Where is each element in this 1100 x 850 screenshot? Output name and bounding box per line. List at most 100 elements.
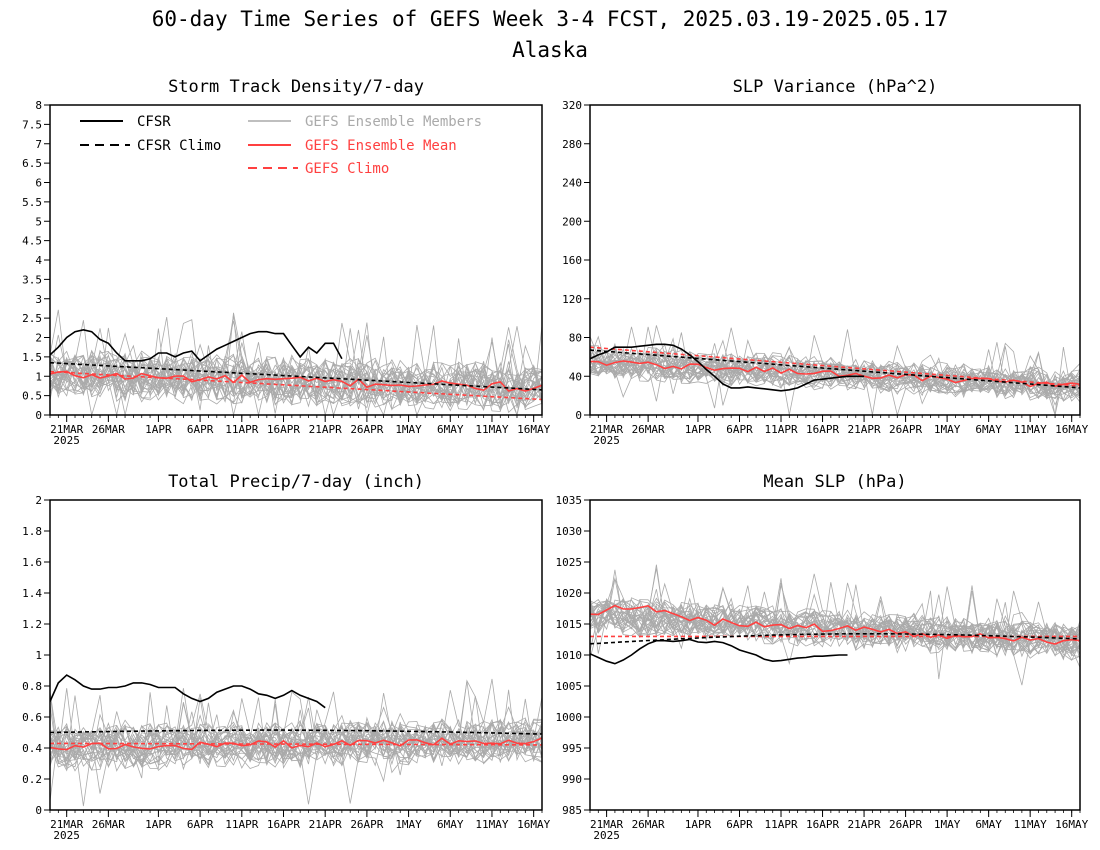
y-tick-label: 0.8 bbox=[22, 680, 42, 693]
figure-subtitle: Alaska bbox=[512, 38, 588, 62]
y-tick-label: 40 bbox=[569, 370, 582, 383]
y-tick-label: 160 bbox=[562, 254, 582, 267]
x-tick-label: 6APR bbox=[726, 423, 753, 436]
x-tick-label: 11MAY bbox=[475, 818, 508, 831]
y-tick-label: 1020 bbox=[556, 587, 583, 600]
plot-area bbox=[50, 674, 542, 807]
x-tick-label: 16MAY bbox=[1055, 423, 1088, 436]
ensemble-member-line bbox=[50, 680, 542, 761]
ensemble-member-line bbox=[50, 714, 542, 771]
ensemble-member-line bbox=[50, 331, 542, 405]
y-tick-label: 4.5 bbox=[22, 235, 42, 248]
y-tick-label: 2 bbox=[35, 332, 42, 345]
x-tick-label: 11APR bbox=[225, 423, 258, 436]
plot-area bbox=[590, 564, 1080, 686]
x-tick-label: 21APR bbox=[309, 818, 342, 831]
y-tick-label: 0.6 bbox=[22, 711, 42, 724]
panel-total-precip: Total Precip/7-day (inch)00.20.40.60.811… bbox=[22, 472, 550, 842]
y-tick-label: 4 bbox=[35, 254, 42, 267]
ensemble-member-line bbox=[50, 699, 542, 770]
x-tick-label: 26MAR bbox=[632, 818, 665, 831]
y-tick-label: 1025 bbox=[556, 556, 583, 569]
y-tick-label: 3.5 bbox=[22, 273, 42, 286]
gefs-climo-line bbox=[590, 346, 1080, 387]
ensemble-member-line bbox=[50, 345, 542, 411]
x-tick-label: 16APR bbox=[267, 423, 300, 436]
y-tick-label: 1005 bbox=[556, 680, 583, 693]
x-tick-label: 1MAY bbox=[934, 818, 961, 831]
x-year-label: 2025 bbox=[593, 829, 620, 842]
x-tick-label: 26MAR bbox=[92, 423, 125, 436]
x-tick-label: 11MAY bbox=[1014, 423, 1047, 436]
x-tick-label: 26APR bbox=[350, 423, 383, 436]
x-tick-label: 11MAY bbox=[1014, 818, 1047, 831]
panel-title: Mean SLP (hPa) bbox=[763, 472, 906, 492]
x-tick-label: 26MAR bbox=[632, 423, 665, 436]
ensemble-member-line bbox=[50, 693, 542, 794]
x-tick-label: 1MAY bbox=[395, 423, 422, 436]
ensemble-member-line bbox=[590, 346, 1080, 402]
ensemble-member-line bbox=[50, 344, 542, 403]
legend-gefs-climo-label: GEFS Climo bbox=[305, 161, 389, 177]
y-tick-label: 2 bbox=[35, 494, 42, 507]
y-tick-label: 0 bbox=[35, 409, 42, 422]
panel-title: SLP Variance (hPa^2) bbox=[733, 77, 938, 97]
ensemble-member-line bbox=[50, 688, 542, 758]
x-tick-label: 21MAR bbox=[590, 423, 623, 436]
x-tick-label: 16MAY bbox=[1055, 818, 1088, 831]
y-tick-label: 5.5 bbox=[22, 196, 42, 209]
y-tick-label: 1.8 bbox=[22, 525, 42, 538]
legend-cfsr-climo-label: CFSR Climo bbox=[137, 138, 221, 154]
y-tick-label: 2.5 bbox=[22, 312, 42, 325]
x-tick-label: 21MAR bbox=[50, 818, 83, 831]
y-tick-label: 1 bbox=[35, 649, 42, 662]
y-tick-label: 1.6 bbox=[22, 556, 42, 569]
x-tick-label: 26APR bbox=[350, 818, 383, 831]
ensemble-member-line bbox=[50, 705, 542, 802]
figure-title: 60-day Time Series of GEFS Week 3-4 FCST… bbox=[152, 7, 949, 31]
y-tick-label: 6 bbox=[35, 177, 42, 190]
x-tick-label: 1APR bbox=[685, 818, 712, 831]
panel-slp-variance: SLP Variance (hPa^2) 0 40 80 120 160 200 240 280… bbox=[562, 77, 1088, 447]
x-tick-label: 16APR bbox=[806, 818, 839, 831]
x-year-label: 2025 bbox=[53, 434, 80, 447]
ensemble-member-line bbox=[50, 327, 542, 415]
y-tick-label: 995 bbox=[562, 742, 582, 755]
ensemble-member-line bbox=[590, 342, 1080, 403]
x-tick-label: 16APR bbox=[267, 818, 300, 831]
x-tick-label: 11APR bbox=[764, 423, 797, 436]
x-tick-label: 6APR bbox=[187, 423, 214, 436]
cfsr-line bbox=[590, 343, 865, 392]
x-tick-label: 21APR bbox=[848, 818, 881, 831]
legend-members-label: GEFS Ensemble Members bbox=[305, 114, 482, 130]
cfsr-climo-line bbox=[590, 349, 1080, 389]
y-tick-label: 7 bbox=[35, 138, 42, 151]
panel-mean-slp: Mean SLP (hPa) 985 990 995 1000 1005 1010 1015 1… bbox=[556, 472, 1089, 842]
x-tick-label: 26MAR bbox=[92, 818, 125, 831]
ensemble-mean-line bbox=[50, 737, 542, 751]
ensemble-member-line bbox=[50, 334, 542, 415]
x-tick-label: 16APR bbox=[806, 423, 839, 436]
x-tick-label: 21MAR bbox=[590, 818, 623, 831]
y-tick-label: 120 bbox=[562, 293, 582, 306]
panel-storm-track-density: Storm Track Density/7-day 0 0.5 1 1.5 2 2.5 3 3.… bbox=[22, 77, 550, 447]
x-tick-label: 21APR bbox=[309, 423, 342, 436]
x-tick-label: 21MAR bbox=[50, 423, 83, 436]
plot-area bbox=[590, 325, 1080, 415]
y-tick-label: 0 bbox=[575, 409, 582, 422]
x-tick-label: 11MAY bbox=[475, 423, 508, 436]
x-tick-label: 1APR bbox=[145, 818, 172, 831]
y-tick-label: 240 bbox=[562, 177, 582, 190]
x-tick-label: 1MAY bbox=[934, 423, 961, 436]
ensemble-member-line bbox=[50, 689, 542, 807]
ensemble-member-line bbox=[50, 317, 542, 415]
x-tick-label: 6MAY bbox=[975, 423, 1002, 436]
x-year-label: 2025 bbox=[53, 829, 80, 842]
x-tick-label: 6APR bbox=[187, 818, 214, 831]
y-tick-label: 1035 bbox=[556, 494, 583, 507]
legend: CFSR CFSR Climo GEFS Ensemble Members GE… bbox=[80, 114, 482, 177]
x-tick-label: 1MAY bbox=[395, 818, 422, 831]
y-tick-label: 7.5 bbox=[22, 118, 42, 131]
y-tick-label: 1 bbox=[35, 370, 42, 383]
